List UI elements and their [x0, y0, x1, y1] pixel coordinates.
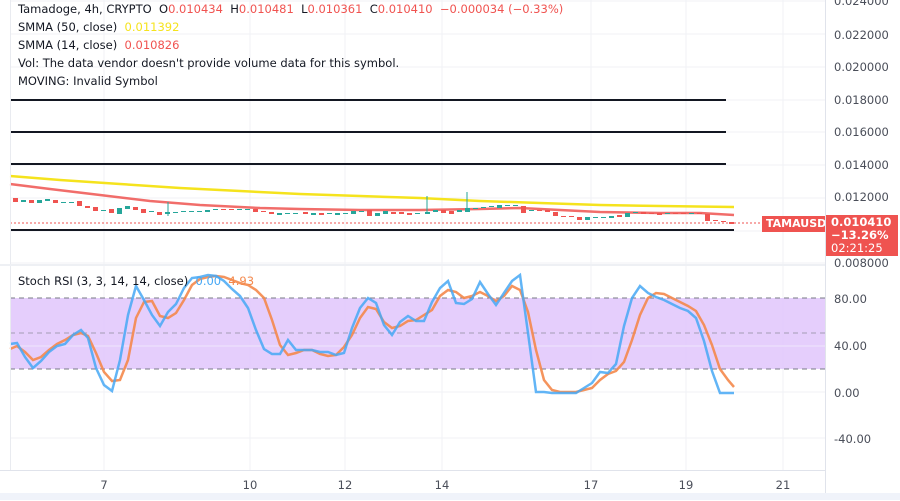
time-tick: 10 — [242, 478, 258, 492]
grid-vertical — [103, 0, 784, 470]
main-legend: Tamadoge, 4h, CRYPTO O0.010434 H0.010481… — [18, 0, 563, 90]
price-tick: 0.020000 — [834, 60, 889, 74]
last-price-tag: 0.010410 −13.26% 02:21:25 — [826, 215, 898, 256]
open-value: 0.010434 — [168, 2, 223, 16]
ohlc-row: Tamadoge, 4h, CRYPTO O0.010434 H0.010481… — [18, 0, 563, 18]
high-label: H — [230, 2, 239, 16]
smma50-legend[interactable]: SMMA (50, close) 0.011392 — [18, 18, 563, 36]
smma14-line — [9, 182, 735, 217]
price-tick: 0.016000 — [834, 125, 889, 139]
time-tick: 12 — [337, 478, 353, 492]
time-tick: 17 — [583, 478, 599, 492]
stoch-k-value: 0.00 — [195, 274, 222, 288]
close-value: 0.010410 — [377, 2, 433, 16]
stoch-tick: 40.00 — [834, 339, 867, 353]
volume-legend[interactable]: Vol: The data vendor doesn't provide vol… — [18, 54, 563, 72]
stoch-label: Stoch RSI (3, 3, 14, 14, close) — [18, 274, 189, 288]
last-change-pct: −13.26% — [831, 228, 889, 242]
smma50-label: SMMA (50, close) — [18, 20, 118, 34]
price-tick: 0.018000 — [834, 93, 889, 107]
stoch-tick: -40.00 — [834, 432, 872, 446]
change-value: −0.000034 (−0.33%) — [439, 2, 564, 16]
candles — [13, 192, 734, 224]
smma50-line — [9, 174, 735, 209]
price-tick: 0.012000 — [834, 190, 889, 204]
close-label: C — [369, 2, 378, 16]
volume-message: Vol: The data vendor doesn't provide vol… — [18, 56, 400, 70]
smma14-legend[interactable]: SMMA (14, close) 0.010826 — [18, 36, 563, 54]
stoch-legend[interactable]: Stoch RSI (3, 3, 14, 14, close) 0.00 4.9… — [18, 274, 254, 288]
open-label: O — [159, 2, 169, 16]
time-tick: 7 — [100, 478, 108, 492]
time-tick: 19 — [678, 478, 694, 492]
moving-message: MOVING: Invalid Symbol — [18, 74, 158, 88]
smma50-value: 0.011392 — [124, 20, 180, 34]
price-tick: 0.024000 — [834, 0, 889, 8]
stoch-band-lines — [10, 297, 825, 370]
high-value: 0.010481 — [238, 2, 294, 16]
moving-legend[interactable]: MOVING: Invalid Symbol — [18, 72, 563, 90]
stoch-tick: 80.00 — [834, 292, 867, 306]
stoch-d-value: 4.93 — [228, 274, 255, 288]
low-label: L — [301, 2, 308, 16]
stoch-tick: 0.00 — [834, 386, 860, 400]
last-price: 0.010410 — [831, 215, 892, 229]
bar-countdown: 02:21:25 — [831, 241, 883, 255]
price-tick: 0.022000 — [834, 28, 889, 42]
left-edge — [0, 0, 11, 500]
symbol-info[interactable]: Tamadoge, 4h, CRYPTO — [18, 2, 152, 16]
time-tick: 21 — [775, 478, 791, 492]
price-tick: 0.008000 — [834, 256, 889, 270]
price-tick: 0.014000 — [834, 158, 889, 172]
symbol-tag: TAMAUSD — [762, 216, 831, 232]
time-tick: 14 — [434, 478, 450, 492]
low-value: 0.010361 — [307, 2, 363, 16]
price-axis[interactable]: 0.024000 0.022000 0.020000 0.018000 0.01… — [825, 0, 900, 500]
smma14-label: SMMA (14, close) — [18, 38, 118, 52]
pane-separator[interactable] — [0, 264, 825, 266]
stoch-d-line — [9, 274, 735, 394]
stoch-k-line — [9, 272, 734, 395]
smma14-value: 0.010826 — [124, 38, 180, 52]
bottom-strip — [0, 493, 900, 500]
horizontal-levels — [10, 99, 734, 231]
